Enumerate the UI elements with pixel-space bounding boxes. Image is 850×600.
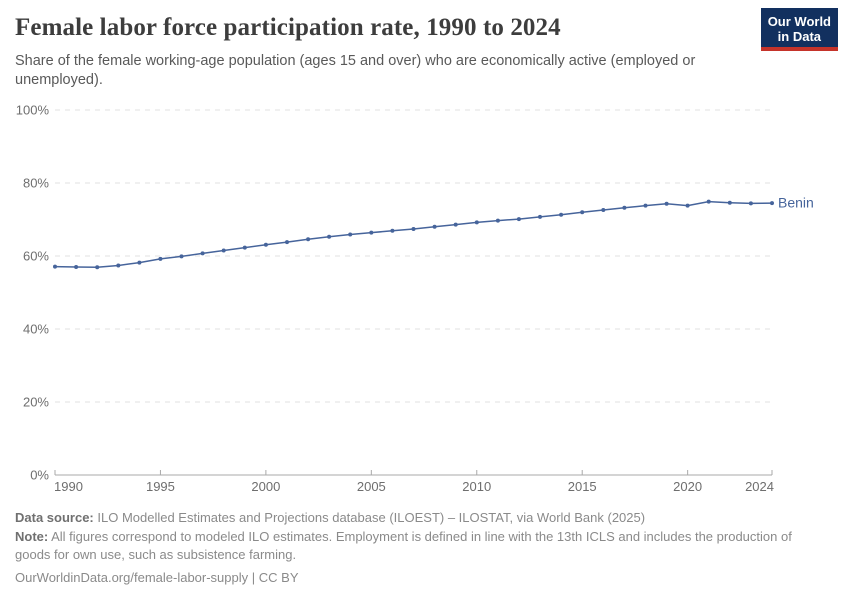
x-tick-label: 2005 <box>357 479 386 494</box>
data-source-line: Data source: ILO Modelled Estimates and … <box>15 509 835 527</box>
data-point <box>748 201 753 206</box>
data-point <box>179 254 184 259</box>
chart-footer: Data source: ILO Modelled Estimates and … <box>15 509 835 587</box>
data-point <box>242 245 247 250</box>
data-point <box>601 208 606 212</box>
data-point <box>200 251 205 256</box>
data-point <box>474 220 479 225</box>
note-line: Note: All figures correspond to modeled … <box>15 528 807 564</box>
data-point <box>369 230 374 235</box>
data-point <box>263 242 268 247</box>
owid-logo-line2: in Data <box>777 29 822 44</box>
data-point <box>559 212 564 217</box>
y-tick-label: 40% <box>23 322 49 337</box>
y-tick-label: 80% <box>23 176 49 191</box>
series-line <box>54 200 773 269</box>
y-tick-label: 0% <box>30 468 49 483</box>
page-title: Female labor force participation rate, 1… <box>15 14 561 41</box>
x-tick-label: 1995 <box>146 479 175 494</box>
x-tick-label: 1990 <box>54 479 83 494</box>
data-point <box>580 210 585 215</box>
data-point <box>390 228 395 233</box>
data-point <box>516 217 521 222</box>
data-point <box>285 240 289 245</box>
data-source-text: ILO Modelled Estimates and Projections d… <box>97 510 646 525</box>
data-point <box>685 203 690 208</box>
note-label: Note: <box>15 529 49 544</box>
data-point <box>495 218 500 223</box>
owid-logo[interactable]: Our World in Data <box>760 8 838 51</box>
source-link[interactable]: OurWorldinData.org/female-labor-supply <box>15 570 249 585</box>
data-point <box>137 260 142 265</box>
x-tick-label: 2020 <box>673 479 702 494</box>
data-point <box>706 199 711 204</box>
entity-label[interactable]: Benin <box>778 195 814 211</box>
y-tick-label: 100% <box>16 103 50 118</box>
data-point <box>327 234 332 239</box>
chart-subtitle: Share of the female working-age populati… <box>15 53 696 88</box>
data-point <box>348 232 353 237</box>
x-axis: 1990 1995 2000 2005 2010 2015 2020 2024 <box>54 470 774 494</box>
data-point <box>643 203 648 208</box>
data-point <box>538 214 542 219</box>
data-point <box>453 222 458 227</box>
data-point <box>95 265 100 270</box>
data-point <box>116 263 121 268</box>
y-tick-label: 60% <box>23 249 49 264</box>
data-point <box>158 256 163 261</box>
owid-logo-line1: Our World <box>767 14 831 29</box>
data-point <box>411 227 416 231</box>
y-axis-grid: 0% 20% 40% 60% 80% 100% <box>16 103 772 483</box>
series-benin[interactable]: Benin <box>53 195 814 270</box>
data-point <box>727 200 732 205</box>
x-tick-label: 2010 <box>462 479 491 494</box>
data-point <box>221 248 226 253</box>
data-point <box>53 264 57 269</box>
data-point <box>74 265 79 269</box>
license-text: | CC BY <box>251 570 299 585</box>
x-tick-label: 2000 <box>251 479 280 494</box>
license-line: OurWorldinData.org/female-labor-supply |… <box>15 569 835 587</box>
data-point <box>664 201 669 206</box>
data-point <box>622 205 627 210</box>
x-tick-label: 2024 <box>745 479 774 494</box>
data-point <box>432 224 437 229</box>
data-point <box>306 237 311 242</box>
data-source-label: Data source: <box>15 510 94 525</box>
x-tick-label: 2015 <box>568 479 597 494</box>
note-text: All figures correspond to modeled ILO es… <box>15 529 792 562</box>
y-tick-label: 20% <box>23 395 49 410</box>
data-point <box>770 201 774 206</box>
